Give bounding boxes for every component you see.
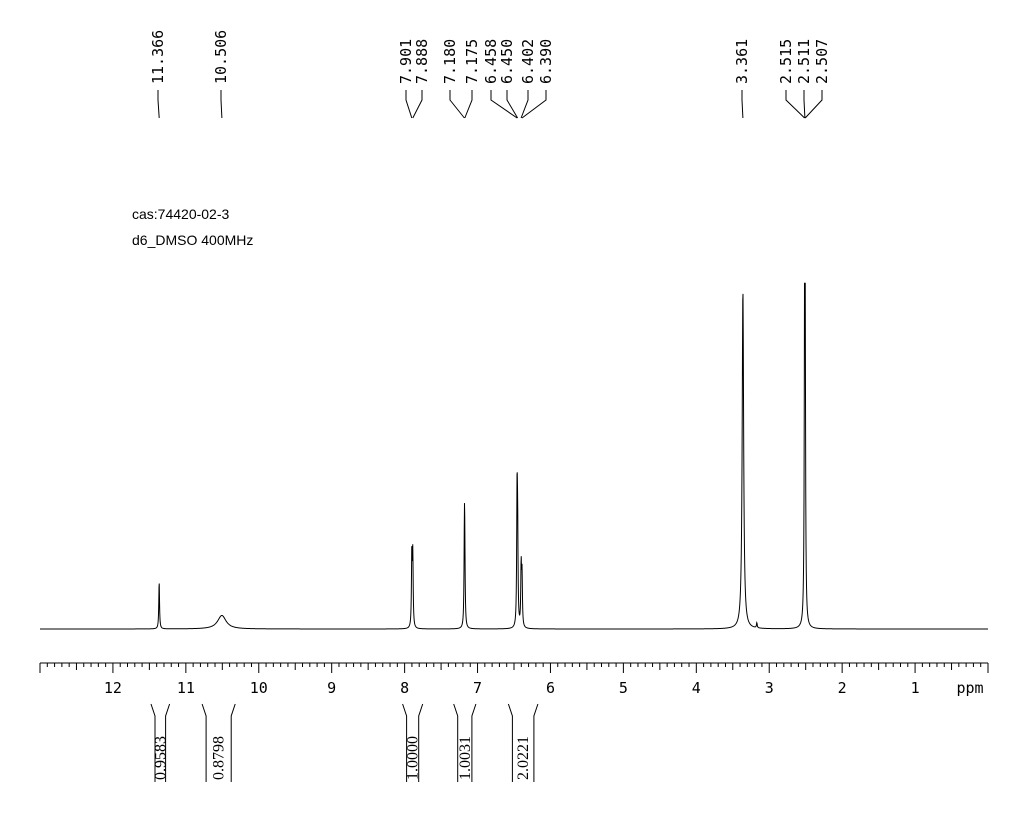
integral-region: 0.9583: [150, 703, 171, 782]
integral-value: 2.0221: [515, 736, 532, 780]
peak-label-connector: [157, 90, 160, 119]
peak-label-connector: [520, 90, 529, 119]
peak-label-text: 11.366: [149, 30, 167, 84]
peak-label-connector: [521, 90, 547, 119]
integral-layer: 0.9583 0.8798 1.0000 1.0031 2.0221: [150, 703, 539, 782]
integral-value: 0.8798: [211, 736, 228, 780]
peak-label: 7.888: [412, 39, 431, 119]
integral-bracket-right: [471, 703, 477, 782]
peak-label-text: 7.901: [397, 39, 415, 84]
peak-label-text: 6.402: [519, 39, 537, 84]
peak-label-text: 2.511: [795, 39, 813, 84]
x-tick-label: 10: [250, 679, 268, 697]
peak-label-connector: [803, 90, 806, 119]
x-tick-label: 2: [838, 679, 847, 697]
peak-label-text: 2.515: [777, 39, 795, 84]
integral-bracket-left: [453, 703, 459, 782]
x-axis-label: ppm: [956, 679, 983, 697]
x-tick-label: 6: [546, 679, 555, 697]
integral-value: 1.0031: [457, 736, 474, 780]
peak-label: 7.180: [441, 39, 465, 119]
integral-bracket-right: [533, 703, 539, 782]
x-axis: 12 11 10 9 8 7 6 5 4 3 2 1 ppm: [39, 662, 989, 697]
peak-label-text: 6.390: [537, 39, 555, 84]
integral-bracket-left: [507, 703, 513, 782]
peak-label: 2.507: [804, 39, 831, 119]
integral-value: 1.0000: [405, 736, 422, 780]
peak-label-connector: [741, 90, 744, 119]
spectrum-trace: [40, 282, 988, 630]
x-tick-label: 3: [765, 679, 774, 697]
peak-label: 3.361: [733, 39, 751, 119]
peak-label-text: 3.361: [733, 39, 751, 84]
x-tick-label: 4: [692, 679, 701, 697]
peak-label-connector: [220, 90, 223, 119]
trace-layer: [40, 282, 988, 630]
peak-label-text: 10.506: [212, 30, 230, 84]
x-tick-label: 1: [911, 679, 920, 697]
integral-bracket-right: [165, 703, 171, 782]
integral-region: 1.0000: [402, 703, 424, 782]
peak-label: 6.390: [521, 39, 555, 119]
peak-label-text: 7.888: [413, 39, 431, 84]
integral-bracket-left: [201, 703, 207, 782]
peak-label-text: 7.175: [463, 39, 481, 84]
x-tick-label: 7: [473, 679, 482, 697]
x-tick-label: 9: [327, 679, 336, 697]
peak-label: 10.506: [212, 30, 230, 119]
x-tick-label: 5: [619, 679, 628, 697]
peak-label-connector: [412, 90, 423, 119]
peak-label-text: 6.450: [498, 39, 516, 84]
peak-label: 7.901: [397, 39, 415, 119]
peak-label-text: 7.180: [441, 39, 459, 84]
integral-region: 0.8798: [201, 703, 236, 782]
peak-label: 6.402: [519, 39, 537, 119]
integral-bracket-left: [150, 703, 156, 782]
peak-label-text: 6.458: [482, 39, 500, 84]
sample-cas-label: cas:74420-02-3: [132, 206, 230, 222]
peak-label-connector: [449, 90, 465, 119]
peak-label-connector: [490, 90, 518, 119]
peak-label: 6.450: [498, 39, 519, 119]
peak-label: 2.511: [795, 39, 813, 119]
peak-label-connector: [464, 90, 473, 119]
peak-label-text: 2.507: [813, 39, 831, 84]
integral-region: 1.0031: [453, 703, 477, 782]
peak-label: 7.175: [463, 39, 481, 119]
integral-bracket-right: [230, 703, 236, 782]
peak-label: 6.458: [482, 39, 518, 119]
integral-region: 2.0221: [507, 703, 539, 782]
peak-label-connector: [785, 90, 805, 119]
integral-value: 0.9583: [152, 736, 169, 780]
peak-label: 11.366: [149, 30, 167, 119]
peak-label-connector: [405, 90, 413, 119]
integral-bracket-left: [402, 703, 408, 782]
peak-label: 2.515: [777, 39, 805, 119]
x-tick-label: 12: [104, 679, 122, 697]
peak-label-connector: [506, 90, 519, 119]
solvent-frequency-label: d6_DMSO 400MHz: [132, 232, 254, 248]
x-tick-label: 8: [400, 679, 409, 697]
x-tick-label: 11: [177, 679, 195, 697]
peak-label-connector: [804, 90, 823, 119]
integral-bracket-right: [418, 703, 424, 782]
